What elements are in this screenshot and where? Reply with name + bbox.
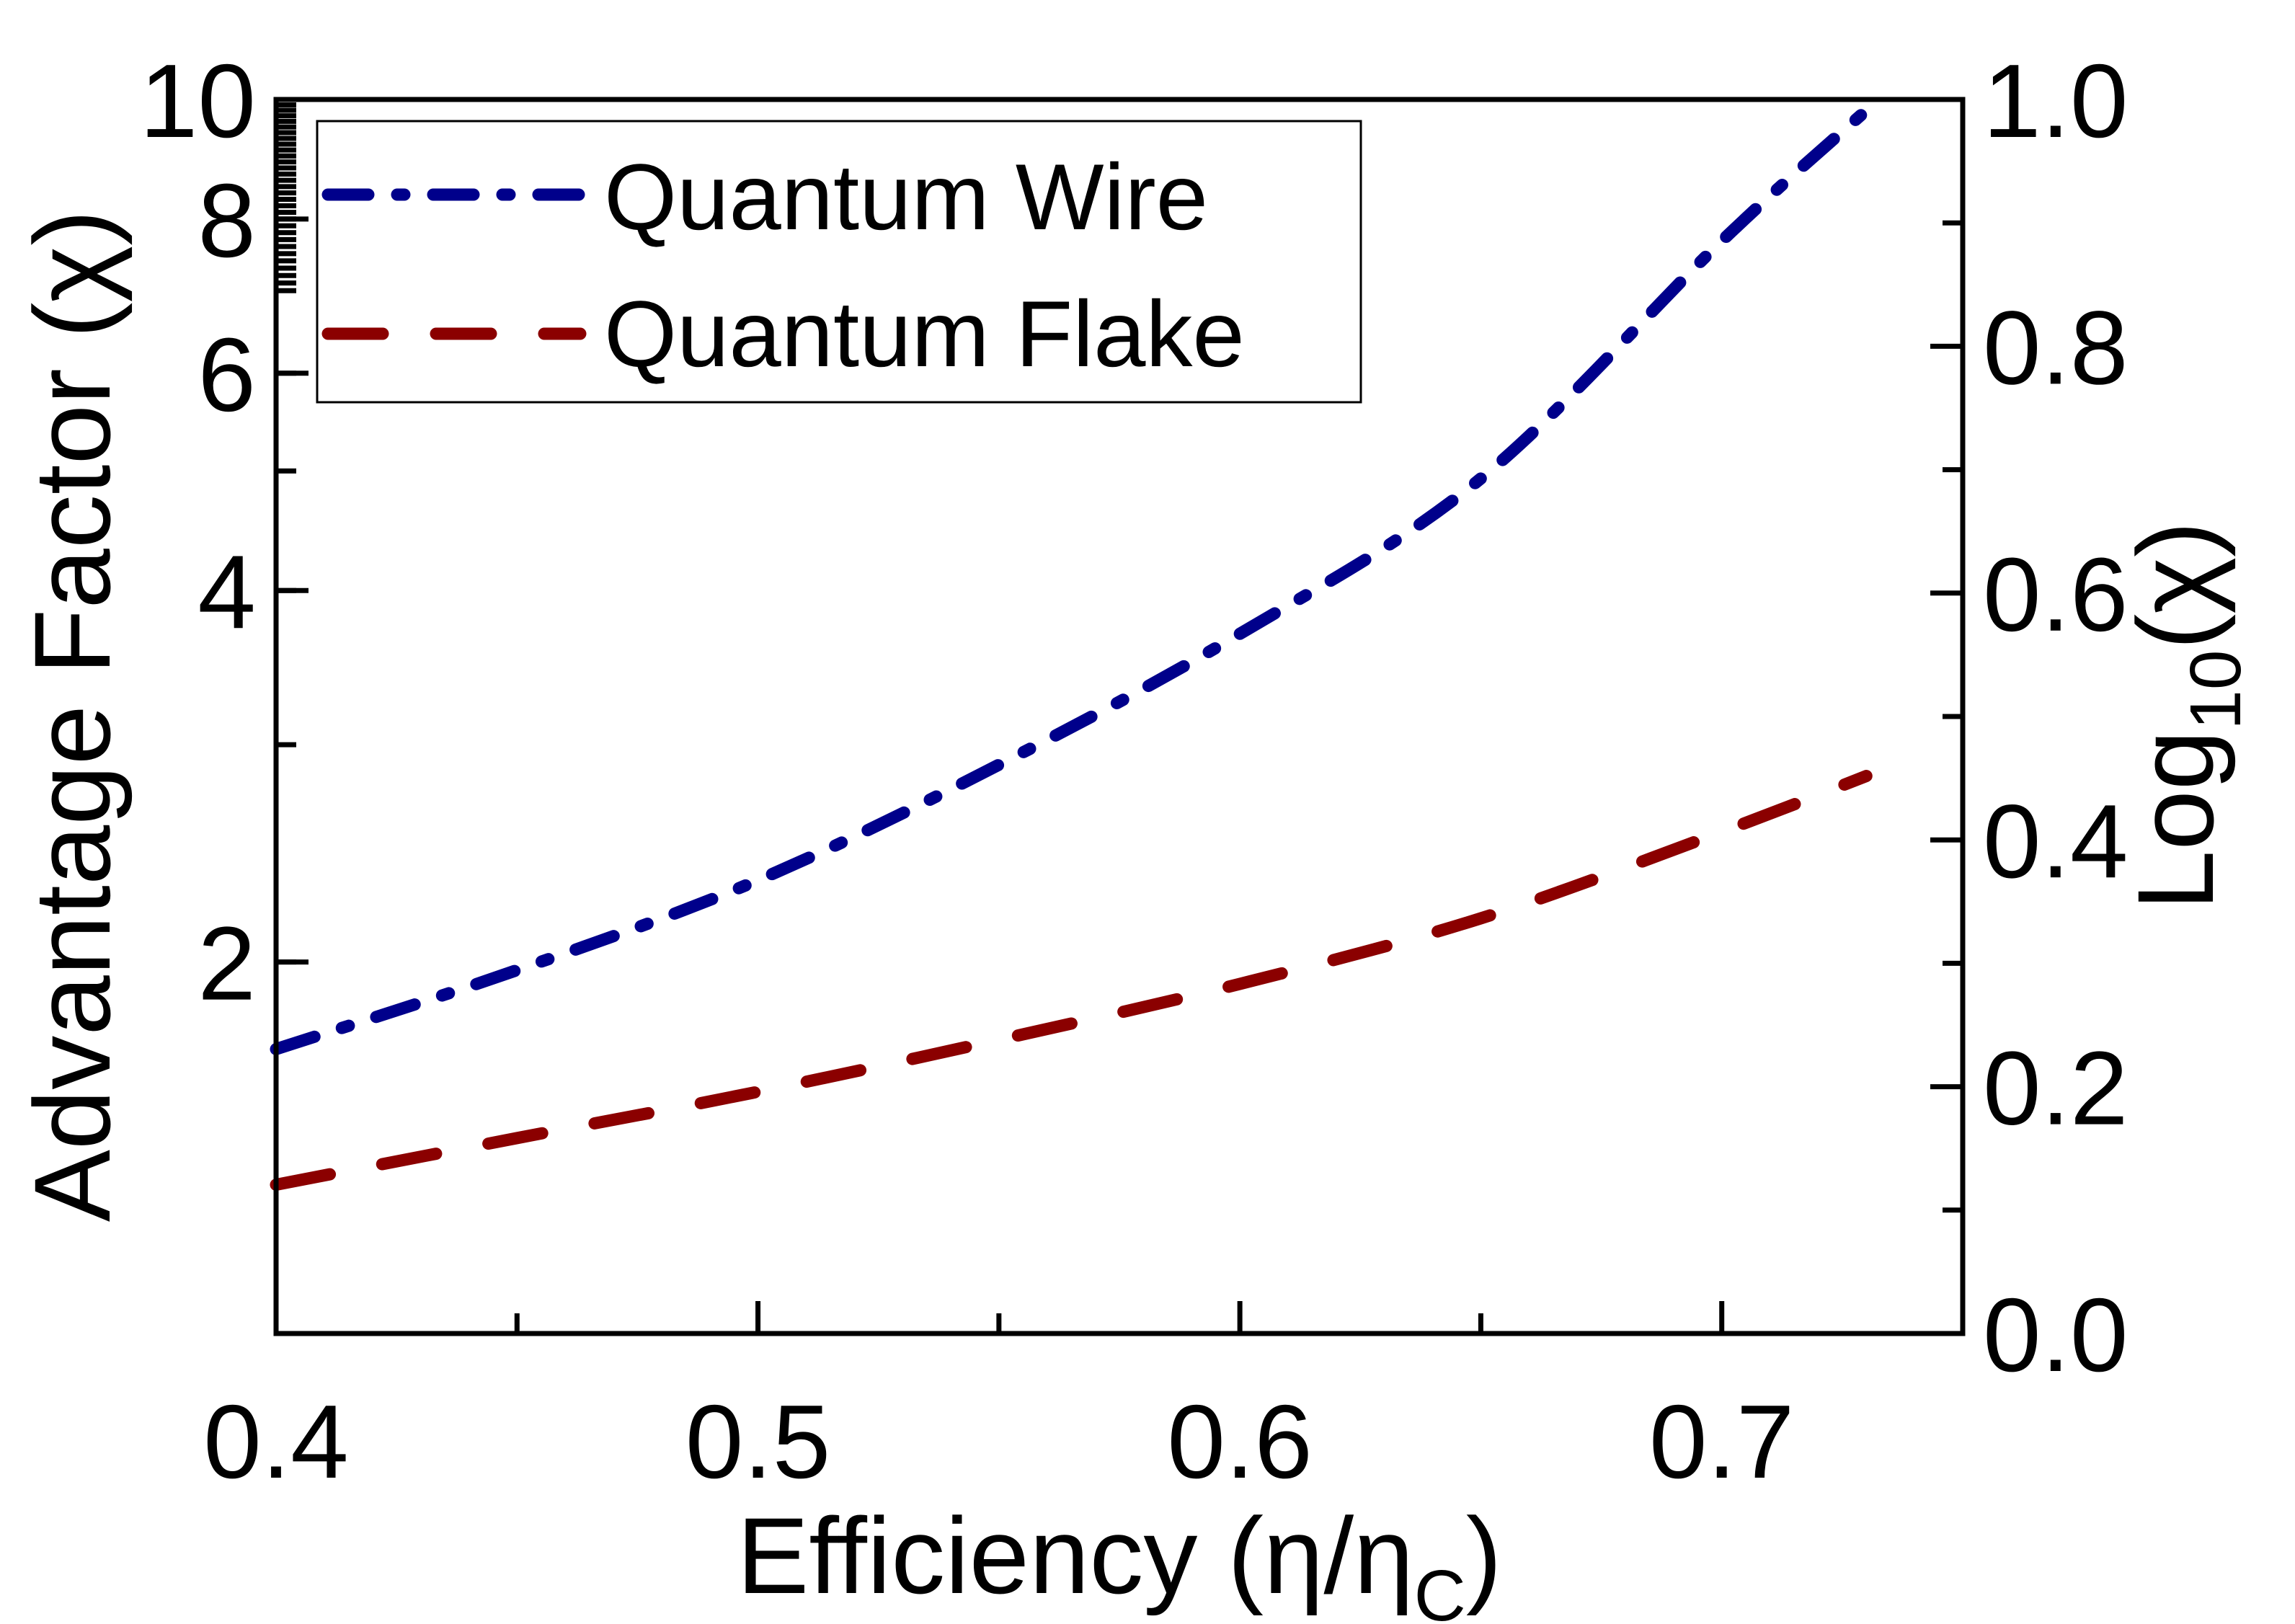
right-tick-label: 0.0	[1983, 1277, 2128, 1393]
plot-frame	[273, 97, 1966, 1336]
legend: Quantum Wire Quantum Flake	[316, 120, 1362, 404]
right-tick-label: 0.4	[1983, 783, 2128, 900]
right-tick-label: 0.2	[1983, 1030, 2128, 1147]
right-tick-label: 1.0	[1983, 43, 2128, 159]
right-tick-label: 0.6	[1983, 536, 2128, 653]
left-tick-label: 2	[197, 905, 256, 1022]
series-line-quantum-flake	[270, 770, 1873, 1192]
legend-label-quantum-flake: Quantum Flake	[604, 281, 1245, 386]
legend-label-quantum-wire: Quantum Wire	[604, 144, 1208, 249]
legend-box	[316, 120, 1362, 404]
left-tick-label: 8	[197, 162, 256, 279]
right-axis-title: Log10(χ)	[2115, 521, 2256, 910]
left-tick-label: 6	[197, 316, 256, 433]
x-tick-label: 0.5	[685, 1383, 831, 1500]
series-line-quantum-wire	[270, 104, 1873, 1055]
left-tick-label: 4	[197, 533, 256, 650]
x-axis-title: Efficiency (η/ηC)	[737, 1495, 1502, 1624]
x-tick-label: 0.6	[1167, 1383, 1313, 1500]
left-tick-label: 10	[140, 43, 256, 159]
x-tick-label: 0.7	[1649, 1383, 1795, 1500]
x-tick-label: 0.4	[203, 1383, 349, 1500]
right-tick-label: 0.8	[1983, 289, 2128, 406]
series-group	[270, 104, 1873, 1192]
axis-ticks: 0.4 0.5 0.6 0.7 2 4 6 810 0.0 0.2 0.4 0.6 0.8 1.0	[140, 43, 2128, 1500]
left-axis-title: Advantage Factor (χ)	[12, 210, 133, 1222]
